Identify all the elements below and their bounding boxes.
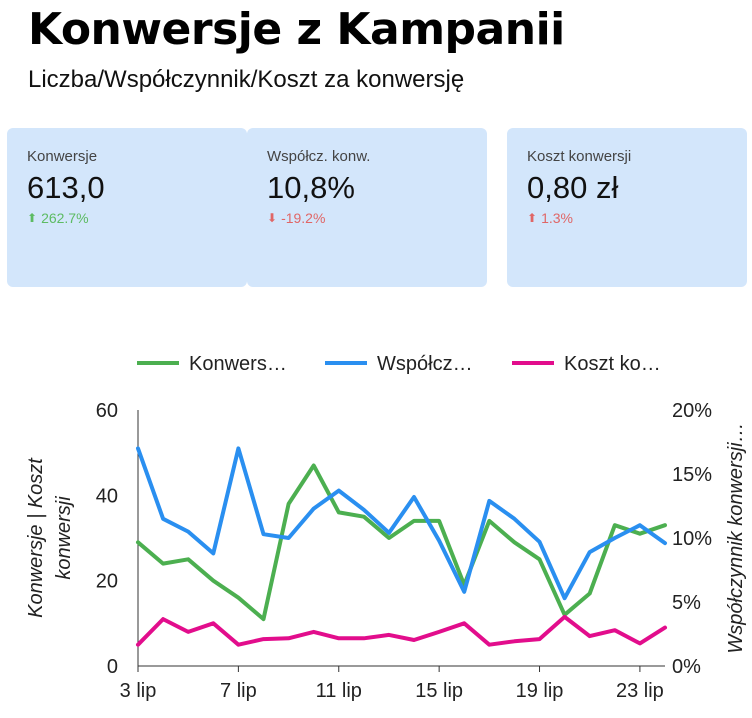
series-line-cost — [136, 614, 667, 647]
x-tick-label: 15 lip — [415, 680, 463, 702]
kpi-delta: ⬇ -19.2% — [267, 210, 325, 226]
y-right-tick-label: 20% — [672, 400, 712, 422]
kpi-label: Konwersje — [27, 148, 98, 165]
y-left-tick-label: 40 — [96, 485, 118, 507]
legend-label: Współcz… — [377, 353, 473, 375]
series-line-conversions — [136, 463, 667, 622]
kpi-label: Koszt konwersji — [527, 148, 632, 165]
series-line-conversion-rate — [136, 446, 667, 601]
kpi-card-conversion-rate[interactable]: Współcz. konw. 10,8% ⬇ -19.2% — [247, 128, 487, 287]
kpi-delta-value: 1.3% — [541, 210, 573, 226]
x-tick-label: 23 lip — [616, 680, 664, 702]
y-right-tick-label: 0% — [672, 656, 701, 678]
kpi-value: 0,80 zł — [527, 170, 619, 205]
y-left-tick-label: 0 — [107, 656, 118, 678]
kpi-label: Współcz. konw. — [267, 148, 371, 165]
kpi-delta: ⬆ 262.7% — [27, 210, 89, 226]
x-tick-label: 19 lip — [516, 680, 564, 702]
y-left-axis-title: Konwersje | Koszt konwersji — [25, 457, 75, 618]
kpi-delta: ⬆ 1.3% — [527, 210, 573, 226]
x-tick-label: 11 lip — [316, 680, 362, 702]
y-left-tick-label: 60 — [96, 400, 118, 422]
page-title: Konwersje z Kampanii — [28, 4, 565, 55]
y-left-tick-label: 20 — [96, 571, 118, 593]
kpi-value: 613,0 — [27, 170, 105, 205]
y-right-tick-label: 15% — [672, 464, 712, 486]
conversions-line-chart[interactable]: 0 20 40 60 0% 5% 10% 15% 20% 3 lip 7 lip 11 lip 15 l… — [0, 330, 752, 718]
arrow-down-icon: ⬇ — [267, 211, 278, 225]
y-right-axis-title: Współczynnik konwersji… — [725, 422, 747, 653]
arrow-up-icon: ⬆ — [27, 211, 38, 225]
kpi-card-cost-per-conversion[interactable]: Koszt konwersji 0,80 zł ⬆ 1.3% — [507, 128, 747, 287]
x-tick-label: 7 lip — [220, 680, 257, 702]
legend-label: Koszt ko… — [564, 353, 661, 375]
kpi-value: 10,8% — [267, 170, 355, 205]
x-tick-label: 3 lip — [120, 680, 157, 702]
y-right-tick-label: 10% — [672, 528, 712, 550]
arrow-up-icon: ⬆ — [527, 211, 538, 225]
kpi-delta-value: -19.2% — [281, 210, 326, 226]
page-subtitle: Liczba/Współczynnik/Koszt za konwersję — [28, 66, 465, 93]
kpi-card-conversions[interactable]: Konwersje 613,0 ⬆ 262.7% — [7, 128, 247, 287]
legend-label: Konwers… — [189, 353, 287, 375]
kpi-delta-value: 262.7% — [41, 210, 89, 226]
y-right-tick-label: 5% — [672, 592, 701, 614]
